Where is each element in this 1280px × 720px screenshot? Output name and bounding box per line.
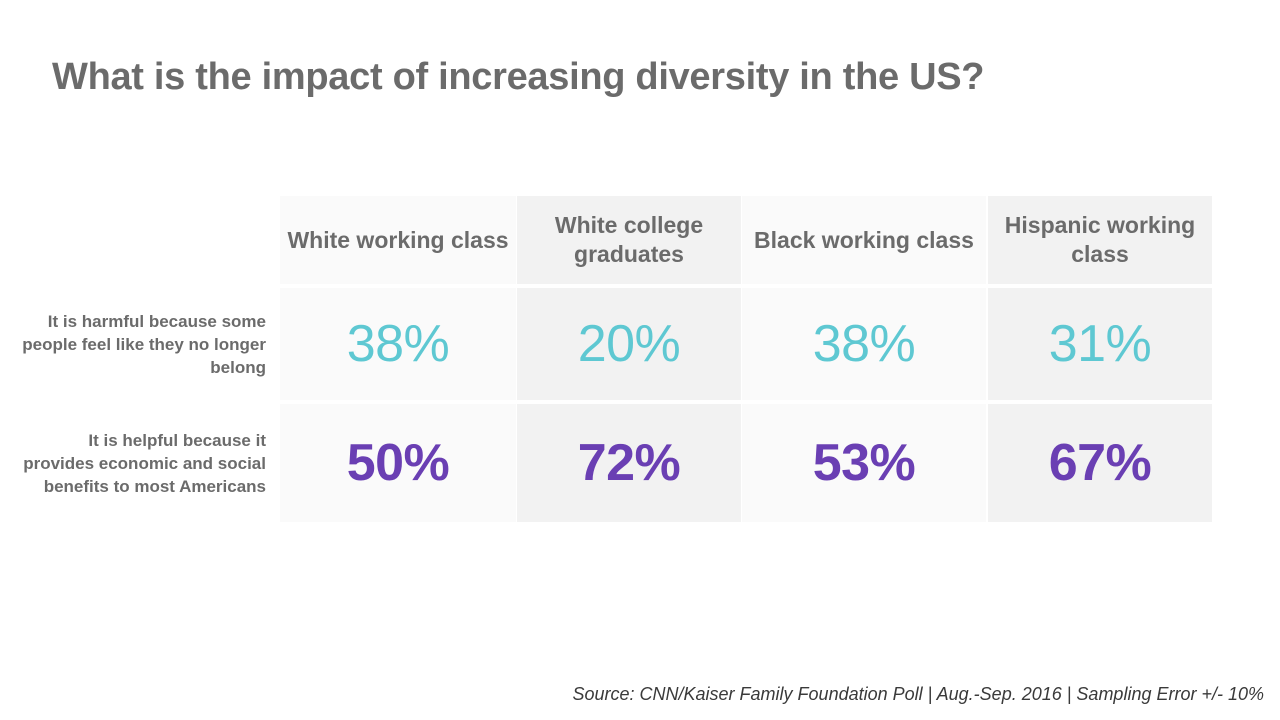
helpful-value: 50% [346, 434, 450, 492]
table-row-helpful: It is helpful because it provides econom… [0, 404, 1280, 522]
data-cell: 72% [517, 404, 741, 522]
data-cell: 67% [988, 404, 1212, 522]
helpful-value: 53% [812, 434, 916, 492]
row-label: It is harmful because some people feel l… [22, 311, 266, 377]
data-cell: 20% [517, 288, 741, 400]
harmful-value: 38% [346, 315, 450, 373]
column-header: Hispanic working class [1004, 212, 1196, 267]
column-header: White college graduates [554, 212, 704, 267]
row-label: It is helpful because it provides econom… [23, 430, 266, 496]
data-cell: 53% [742, 404, 986, 522]
source-note: Source: CNN/Kaiser Family Foundation Pol… [572, 684, 1265, 704]
table-header-row: White working class White college gradua… [0, 196, 1280, 284]
column-header-cell: Hispanic working class [988, 196, 1212, 284]
harmful-value: 20% [577, 315, 681, 373]
data-cell: 31% [988, 288, 1212, 400]
column-header: White working class [287, 226, 509, 253]
column-header-cell: White working class [280, 196, 516, 284]
column-header-cell: Black working class [742, 196, 986, 284]
table-row-harmful: It is harmful because some people feel l… [0, 288, 1280, 400]
chart-title: What is the impact of increasing diversi… [52, 56, 985, 98]
harmful-value: 38% [812, 315, 916, 373]
helpful-value: 72% [577, 434, 681, 492]
data-cell: 38% [742, 288, 986, 400]
column-header: Black working class [754, 226, 974, 253]
data-cell: 50% [280, 404, 516, 522]
helpful-value: 67% [1048, 434, 1152, 492]
harmful-value: 31% [1048, 315, 1152, 373]
column-header-cell: White college graduates [517, 196, 741, 284]
data-cell: 38% [280, 288, 516, 400]
